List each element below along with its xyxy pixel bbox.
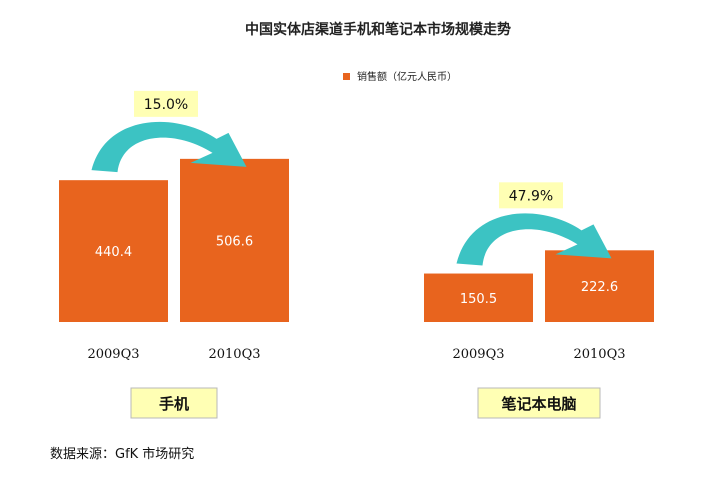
bar-2010Q3 (545, 250, 654, 322)
data-source: 数据来源：GfK 市场研究 (50, 447, 195, 462)
chart-groups: 440.4 2009Q3 506.6 2010Q3 15.0% 手机 150.5 2009Q3… (59, 90, 654, 419)
bar-2009Q3 (424, 273, 533, 322)
group-label: 手机 (159, 395, 189, 413)
bar-2009Q3 (59, 180, 168, 322)
legend-swatch (343, 73, 350, 80)
chart-group-1: 440.4 2009Q3 506.6 2010Q3 15.0% 手机 (59, 90, 289, 419)
bar-2010Q3 (180, 158, 289, 322)
legend-label: 销售额（亿元人民币） (357, 70, 457, 83)
bar-value-label: 150.5 (460, 292, 497, 307)
chart-group-2: 150.5 2009Q3 222.6 2010Q3 47.9% 笔记本电脑 (424, 182, 654, 419)
growth-box (499, 182, 563, 209)
bar-value-label: 506.6 (216, 234, 253, 249)
growth-arrow-icon (91, 121, 247, 173)
chart-title: 中国实体店渠道手机和笔记本市场规模走势 (245, 21, 511, 38)
group-label: 笔记本电脑 (501, 395, 576, 413)
category-label: 2009Q3 (452, 347, 504, 362)
growth-label: 47.9% (509, 188, 553, 204)
group-label-box (130, 387, 218, 419)
bar-value-label: 440.4 (95, 245, 132, 260)
growth-box (134, 90, 198, 117)
growth-label: 15.0% (144, 97, 188, 113)
bar-value-label: 222.6 (581, 280, 618, 295)
growth-arrow-icon (456, 213, 612, 266)
category-label: 2010Q3 (208, 347, 260, 362)
category-label: 2010Q3 (573, 347, 625, 362)
group-label-box (477, 387, 601, 419)
category-label: 2009Q3 (87, 347, 139, 362)
